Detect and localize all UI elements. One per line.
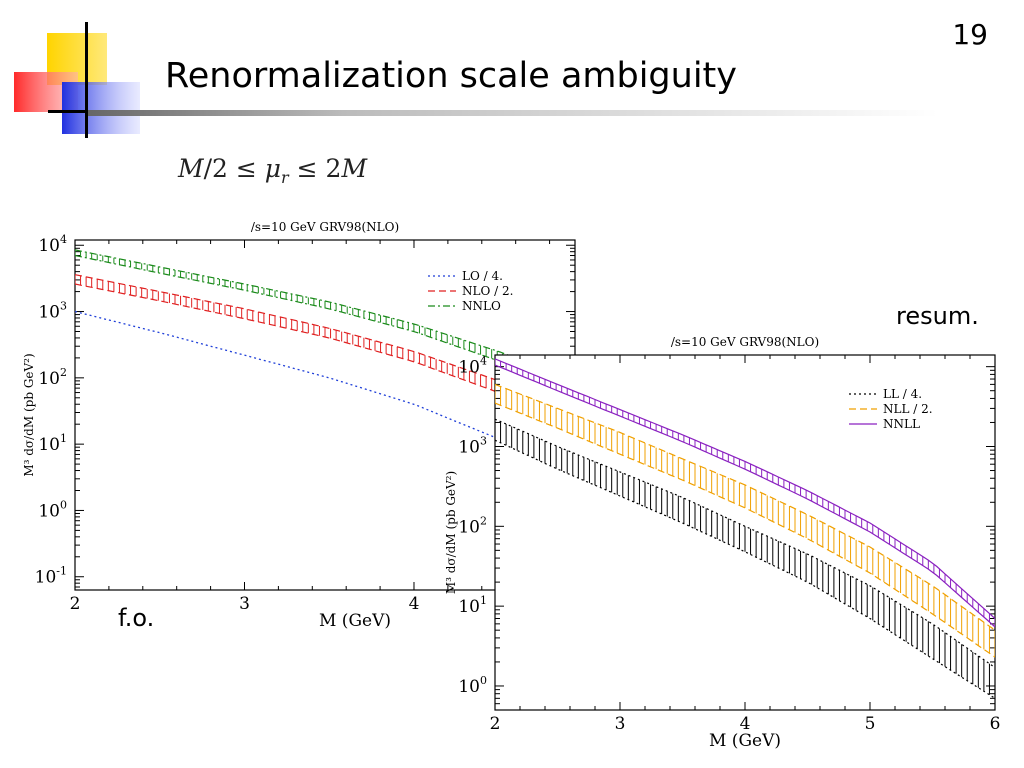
right-ytick-label: 101 xyxy=(458,594,487,617)
right-series-1-upper xyxy=(495,383,995,631)
slide-title: Renormalization scale ambiguity xyxy=(165,56,737,96)
left-ytick-label: 103 xyxy=(38,300,67,323)
label-resummed: resum. xyxy=(896,302,979,330)
slide-number: 19 xyxy=(952,18,988,51)
left-series-0-line xyxy=(75,310,575,477)
right-xlabel: M (GeV) xyxy=(709,731,781,751)
right-series-group xyxy=(495,358,995,699)
right-xtick-label: 4 xyxy=(740,714,751,734)
right-xtick-label: 5 xyxy=(865,714,876,734)
left-ytick-label: 101 xyxy=(38,432,67,455)
right-title: /s=10 GeV GRV98(NLO) xyxy=(671,335,819,349)
left-ytick-label: 102 xyxy=(38,366,67,389)
decor-blue-square xyxy=(62,82,140,134)
right-xtick-label: 2 xyxy=(490,714,501,734)
left-series-1-lower xyxy=(75,283,575,428)
label-fixed-order: f.o. xyxy=(118,604,155,632)
left-title: /s=10 GeV GRV98(NLO) xyxy=(251,220,399,234)
right-series-2-legend-label: NNLL xyxy=(883,417,920,431)
slide-corner-decoration xyxy=(14,22,140,138)
right-series-2-lower xyxy=(495,364,995,628)
title-underline xyxy=(88,110,938,116)
right-series-0-lower xyxy=(495,439,995,699)
decor-vertical-line xyxy=(85,22,88,138)
right-series-0-legend-label: LL / 4. xyxy=(883,387,922,401)
right-series-1-legend-label: NLL / 2. xyxy=(883,402,933,416)
left-ytick-label: 104 xyxy=(38,233,67,256)
left-series-0-legend-label: LO / 4. xyxy=(462,269,503,283)
decor-horizontal-line xyxy=(48,110,88,113)
right-xtick-label: 3 xyxy=(615,714,626,734)
formula: M/2 ≤ μr ≤ 2M xyxy=(178,154,368,187)
left-ytick-label: 100 xyxy=(38,498,67,521)
right-series-0-upper xyxy=(495,418,995,669)
right-ylabel: M³ dσ/dM (pb GeV²) xyxy=(444,471,458,594)
left-ylabel: M³ dσ/dM (pb GeV²) xyxy=(22,353,36,476)
left-series-2-upper xyxy=(75,249,575,382)
right-ytick-label: 104 xyxy=(458,355,487,378)
right-series-1-lower xyxy=(495,402,995,658)
left-series-1-upper xyxy=(75,274,575,414)
right-xtick-label: 6 xyxy=(990,714,1001,734)
left-series-2-lower xyxy=(75,254,575,396)
left-xtick-label: 2 xyxy=(70,594,81,614)
right-ytick-label: 103 xyxy=(458,434,487,457)
right-ytick-label: 100 xyxy=(458,674,487,697)
left-series-2-legend-label: NNLO xyxy=(462,299,501,313)
right-ytick-label: 102 xyxy=(458,514,487,537)
left-xtick-label: 4 xyxy=(409,594,420,614)
left-xtick-label: 3 xyxy=(239,594,250,614)
left-xlabel: M (GeV) xyxy=(319,611,391,631)
right-series-2-upper xyxy=(495,358,995,619)
left-series-1-legend-label: NLO / 2. xyxy=(462,284,513,298)
